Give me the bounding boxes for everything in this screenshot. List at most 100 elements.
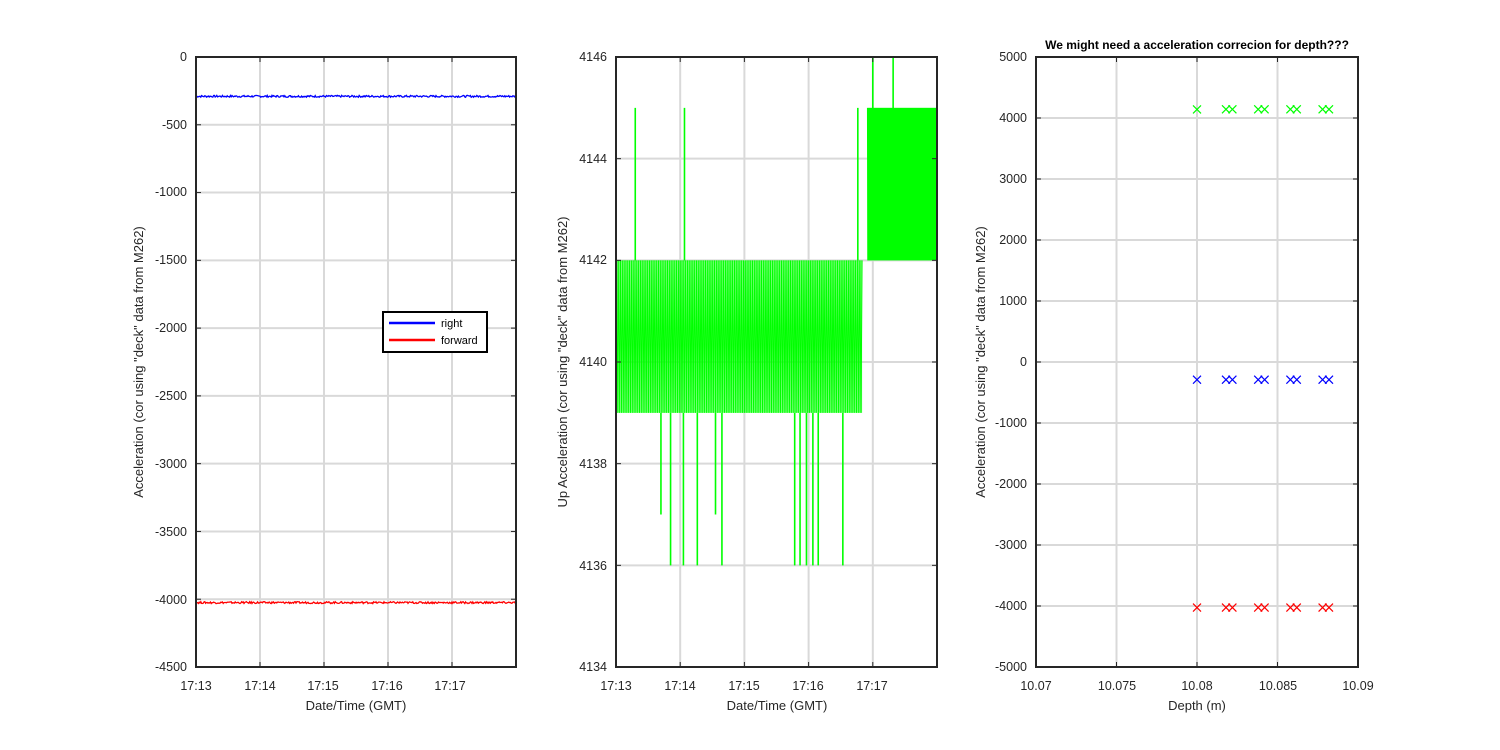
y-tick-label: -1000 [155,185,187,199]
scatter-marker [1292,375,1302,385]
subplot-1: 17:13 17:14 17:15 17:16 17:17 0 -500 -10… [131,50,517,713]
x-axis-label: Date/Time (GMT) [306,698,407,713]
y-tick-label: 3000 [999,172,1027,186]
scatter-marker [1318,375,1328,385]
y-tick-label: 2000 [999,233,1027,247]
x-tick-label: 10.085 [1259,679,1297,693]
y-tick-label: -3500 [155,525,187,539]
grid [196,57,516,667]
y-tick-label: -5000 [995,660,1027,674]
y-tick-label: -1000 [995,416,1027,430]
x-tick-label: 17:13 [600,679,631,693]
y-tick-label: 5000 [999,50,1027,64]
y-axis-label: Acceleration (cor using "deck" data from… [131,226,146,498]
subplot-3: We might need a acceleration correcion f… [973,38,1374,713]
y-tick-label: 4138 [579,457,607,471]
scatter-marker [1285,375,1295,385]
y-tick-labels: 5000 4000 3000 2000 1000 0 -1000 -2000 -… [995,50,1027,674]
series-line-forward [195,600,517,605]
scatter-marker [1260,603,1270,612]
y-tick-label: -2000 [155,321,187,335]
y-tick-label: 1000 [999,294,1027,308]
scatter-marker [1292,603,1302,612]
scatter-marker [1318,104,1328,114]
scatter-marker [1192,105,1202,114]
plot-area [1192,104,1334,612]
x-tick-label: 17:14 [244,679,275,693]
x-tick-label: 10.09 [1342,679,1373,693]
y-tick-label: 4146 [579,50,607,64]
tick-marks [1035,56,1359,668]
x-tick-label: 17:16 [792,679,823,693]
y-tick-label: -1500 [155,253,187,267]
y-tick-labels: 0 -500 -1000 -1500 -2000 -2500 -3000 -35… [155,50,187,674]
scatter-marker [1285,104,1295,114]
x-tick-labels: 17:13 17:14 17:15 17:16 17:17 [180,679,465,693]
x-tick-label: 17:15 [728,679,759,693]
scatter-marker [1253,603,1263,612]
axes-frame [195,56,517,668]
x-tick-labels: 10.07 10.075 10.08 10.085 10.09 [1020,679,1373,693]
x-tick-label: 10.075 [1098,679,1136,693]
y-tick-label: 4142 [579,253,607,267]
scatter-marker [1253,375,1263,385]
y-tick-label: -3000 [155,457,187,471]
scatter-marker [1221,104,1231,114]
scatter-marker [1227,603,1237,612]
tick-marks [195,56,516,668]
plot-area [615,57,938,566]
scatter-marker [1324,104,1334,114]
x-tick-label: 10.08 [1181,679,1212,693]
series-band-fill [616,260,863,413]
y-tick-label: 0 [180,50,187,64]
x-tick-label: 17:13 [180,679,211,693]
scatter-marker [1192,603,1202,612]
scatter-marker [1292,104,1302,114]
scatter-marker [1227,375,1237,385]
subplot-2: 17:13 17:14 17:15 17:16 17:17 4146 4144 … [555,50,938,713]
legend-box [382,311,488,353]
legend-label-forward: forward [441,335,478,347]
tick-marks [615,56,937,668]
y-axis-label: Up Acceleration (cor using "deck" data f… [555,216,570,507]
scatter-marker [1324,603,1334,612]
scatter-marker [1260,104,1270,114]
x-tick-label: 17:15 [307,679,338,693]
legend-label-right: right [441,318,462,330]
scatter-marker [1260,375,1270,385]
x-tick-label: 17:17 [856,679,887,693]
y-tick-label: 4144 [579,152,607,166]
scatter-marker [1227,104,1237,114]
y-tick-label: -4000 [155,593,187,607]
x-tick-label: 17:16 [371,679,402,693]
scatter-marker [1221,603,1231,612]
y-tick-label: -2000 [995,477,1027,491]
series-line-right [195,94,517,99]
chart-title: We might need a acceleration correcion f… [1045,38,1349,52]
legend: right forward [382,311,488,353]
y-axis-label: Acceleration (cor using "deck" data from… [973,226,988,498]
y-tick-label: -500 [162,118,187,132]
scatter-marker [1318,603,1328,612]
x-axis-label: Depth (m) [1168,698,1226,713]
scatter-marker [1192,375,1202,385]
x-tick-label: 17:17 [434,679,465,693]
series-band-fill [867,107,937,261]
y-tick-label: 0 [1020,355,1027,369]
y-tick-label: -2500 [155,389,187,403]
x-axis-label: Date/Time (GMT) [727,698,828,713]
scatter-marker [1324,375,1334,385]
plot-area [195,94,517,605]
y-tick-label: -3000 [995,538,1027,552]
x-tick-label: 10.07 [1020,679,1051,693]
y-tick-label: -4000 [995,599,1027,613]
x-tick-labels: 17:13 17:14 17:15 17:16 17:17 [600,679,887,693]
scatter-marker [1221,375,1231,385]
y-tick-label: 4140 [579,355,607,369]
x-tick-label: 17:14 [664,679,695,693]
y-tick-label: 4136 [579,559,607,573]
y-tick-label: -4500 [155,660,187,674]
scatter-marker [1253,104,1263,114]
y-tick-label: 4134 [579,660,607,674]
